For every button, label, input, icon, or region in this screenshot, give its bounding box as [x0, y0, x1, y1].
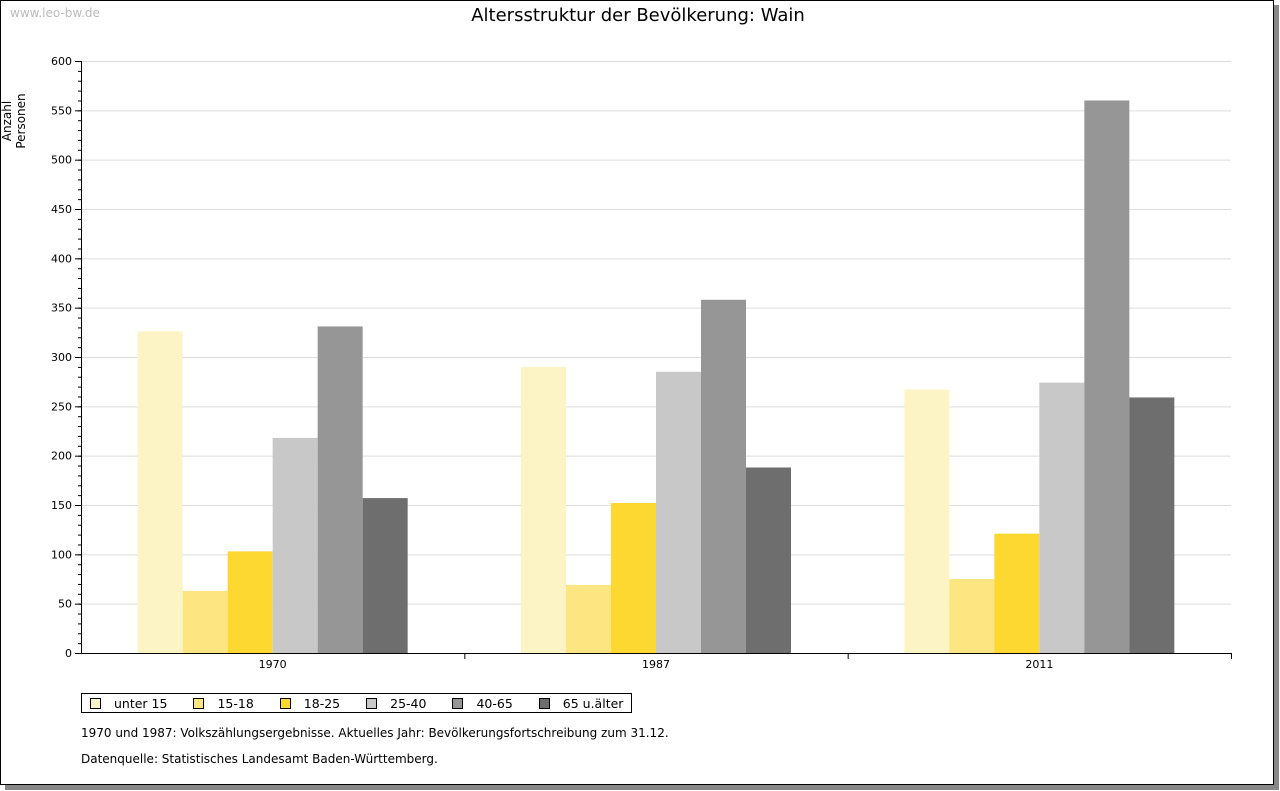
y-tick-label: 300	[51, 351, 72, 364]
legend-item: 40-65	[452, 695, 513, 711]
legend-swatch	[90, 697, 101, 709]
bar-40-65-2011	[1084, 100, 1130, 653]
bar-65-u-lter-1987	[746, 467, 791, 653]
bar-25-40-1987	[656, 371, 701, 653]
legend-label: 25-40	[390, 695, 427, 711]
bar-unter-15-1970	[137, 331, 183, 653]
legend-item: unter 15	[90, 696, 167, 711]
legend-swatch	[279, 697, 291, 709]
bar-unter-15-2011	[904, 389, 950, 653]
legend-label: unter 15	[114, 695, 168, 711]
bar-25-40-2011	[1039, 382, 1085, 653]
bar-65-u-lter-1970	[362, 498, 408, 653]
bar-40-65-1970	[317, 326, 363, 653]
y-tick-label: 400	[51, 252, 72, 265]
bar-18-25-2011	[994, 533, 1040, 653]
legend-label: 15-18	[217, 695, 254, 711]
note-source: Datenquelle: Statistisches Landesamt Bad…	[81, 752, 438, 766]
legend-label: 40-65	[476, 695, 513, 711]
legend-swatch	[452, 697, 464, 709]
y-tick-label: 500	[51, 154, 72, 167]
bar-25-40-1970	[272, 437, 318, 653]
y-tick-label: 0	[65, 647, 72, 660]
legend-swatch	[538, 697, 550, 709]
bar-18-25-1987	[611, 503, 656, 653]
bar-unter-15-1987	[521, 366, 566, 653]
y-tick-label: 100	[51, 548, 72, 561]
bar-15-18-1970	[182, 590, 228, 653]
chart-title: Altersstruktur der Bevölkerung: Wain	[471, 5, 805, 26]
legend-item: 25-40	[366, 696, 426, 711]
x-tick-label: 2011	[1025, 658, 1053, 671]
x-tick-label: 1987	[642, 658, 670, 671]
legend-item: 65 u.älter	[538, 695, 624, 711]
x-tick-label: 1970	[259, 658, 287, 671]
y-tick-label: 450	[51, 203, 72, 216]
y-tick-label: 600	[51, 55, 72, 68]
source-label: www.leo-bw.de	[10, 6, 100, 20]
y-tick-label: 150	[51, 499, 72, 512]
bar-18-25-1970	[227, 551, 273, 653]
legend-item: 18-25	[279, 695, 341, 711]
y-tick-label: 50	[58, 598, 72, 611]
bar-65-u-lter-2011	[1129, 397, 1175, 653]
legend-swatch	[366, 697, 378, 709]
y-tick-label: 550	[51, 104, 72, 117]
bar-15-18-2011	[949, 579, 995, 653]
legend: unter 15 15-18 18-25 25-40 40-65 65 u.älter	[81, 693, 633, 713]
y-tick-label: 200	[51, 450, 72, 463]
legend-item: 15-18	[193, 695, 254, 711]
legend-label: 65 u.älter	[562, 695, 624, 711]
y-tick-label: 350	[51, 302, 72, 315]
legend-swatch	[193, 697, 205, 709]
bar-chart: 0 50 100 150 200 250 300 350 400 450 500 550 600 1970…	[51, 55, 1232, 671]
legend-label: 18-25	[303, 695, 341, 711]
y-tick-label: 250	[51, 400, 72, 413]
bar-40-65-1987	[701, 299, 746, 653]
note-census: 1970 und 1987: Volkszählungsergebnisse. …	[81, 726, 669, 740]
bar-15-18-1987	[566, 584, 611, 653]
